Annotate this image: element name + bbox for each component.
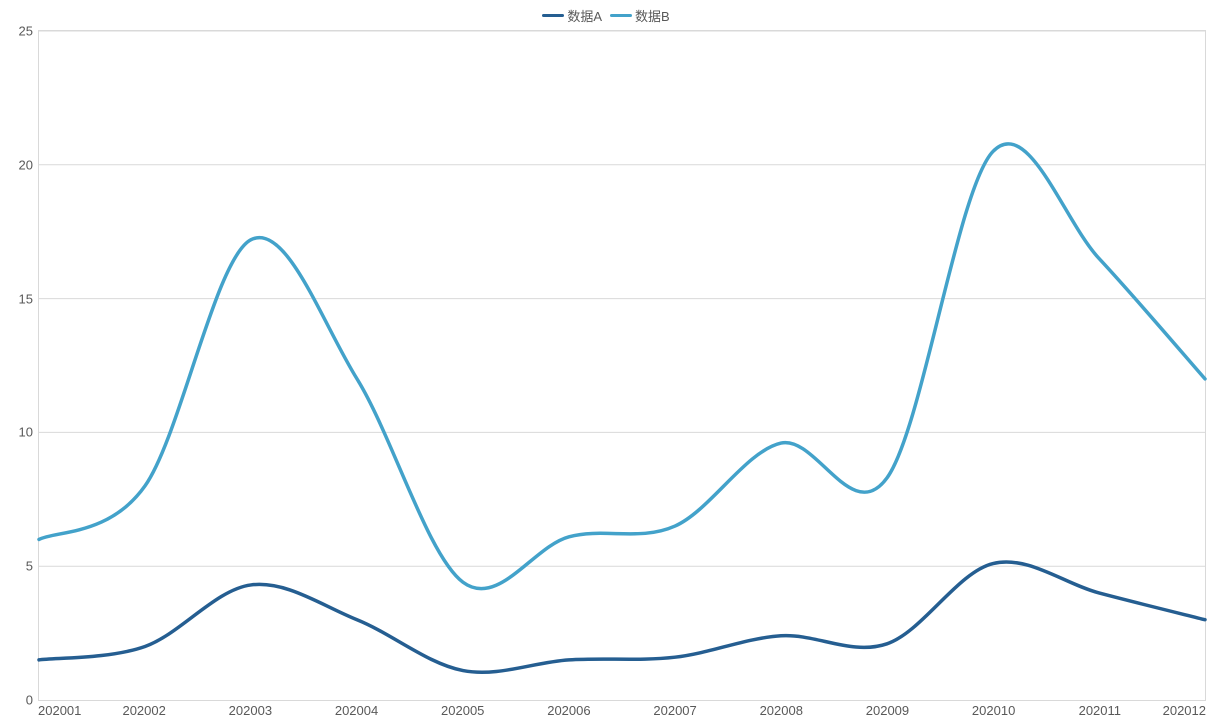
legend-label: 数据A	[567, 6, 602, 25]
x-tick-label: 202009	[866, 703, 909, 718]
chart-svg	[39, 31, 1205, 700]
legend-label: 数据B	[635, 6, 670, 25]
legend-item: 数据B	[610, 6, 670, 25]
y-tick-label: 5	[26, 559, 33, 574]
x-axis: 202001 202002 202003 202004 202005 202006 2020…	[38, 703, 1206, 721]
x-tick-label: 202001	[38, 703, 81, 718]
plot-area: 0510152025	[38, 30, 1206, 701]
y-tick-label: 0	[26, 693, 33, 708]
series-line	[39, 562, 1205, 672]
x-tick-label: 202004	[335, 703, 378, 718]
legend-swatch	[610, 14, 632, 17]
x-tick-label: 202010	[972, 703, 1015, 718]
x-tick-label: 202005	[441, 703, 484, 718]
x-tick-label: 202011	[1079, 703, 1121, 718]
y-tick-label: 20	[19, 157, 33, 172]
series-line	[39, 144, 1205, 589]
x-tick-label: 202006	[547, 703, 590, 718]
x-tick-label: 202012	[1163, 703, 1206, 718]
series-group	[39, 144, 1205, 672]
gridlines	[39, 31, 1205, 566]
legend-swatch	[542, 14, 564, 17]
y-tick-label: 25	[19, 24, 33, 39]
y-tick-label: 10	[19, 425, 33, 440]
legend-item: 数据A	[542, 6, 602, 25]
x-tick-label: 202007	[653, 703, 696, 718]
chart-legend: 数据A 数据B	[0, 6, 1212, 25]
x-tick-label: 202003	[229, 703, 272, 718]
line-chart: 数据A数据B 0510152025 2020012020022020032020…	[0, 0, 1212, 723]
y-tick-label: 15	[19, 291, 33, 306]
x-tick-label: 202008	[760, 703, 803, 718]
x-tick-label: 202002	[122, 703, 165, 718]
